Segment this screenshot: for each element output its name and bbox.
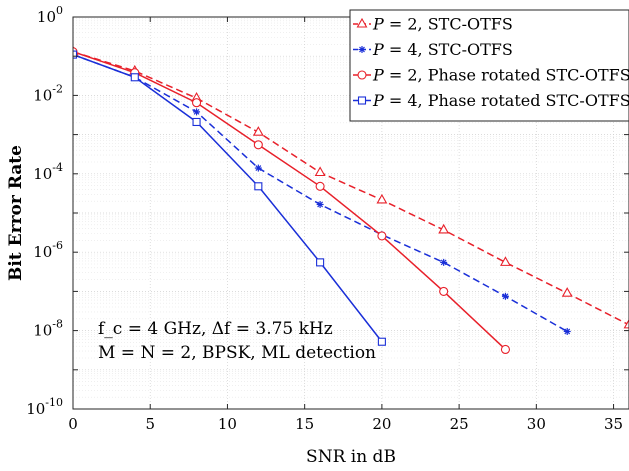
- marker-stroke: [193, 108, 200, 115]
- marker-stroke: [564, 328, 571, 335]
- x-tick-label: 30: [527, 415, 546, 433]
- series-line-4: [73, 53, 383, 343]
- x-tick-label: 25: [450, 415, 469, 433]
- legend-box: [349, 9, 629, 122]
- plot-area: [73, 45, 629, 355]
- annotation: f_c = 4 GHz, Δf = 3.75 kHz M = N = 2, BP…: [98, 319, 376, 363]
- legend-item-2: P = 4, STC-OTFS: [353, 40, 513, 59]
- data-point: [500, 256, 511, 266]
- data-point: [501, 292, 509, 300]
- legend-marker: [357, 70, 367, 80]
- data-point: [314, 166, 326, 177]
- data-point: [254, 182, 263, 191]
- data-point: [73, 50, 78, 59]
- data-point: [316, 200, 324, 208]
- legend-item-3: P = 2, Phase rotated STC-OTFS: [353, 66, 629, 85]
- x-axis-label: SNR in dB: [306, 447, 396, 467]
- data-point: [130, 73, 139, 82]
- data-point: [254, 164, 262, 172]
- series-line-3: [73, 51, 506, 351]
- legend-label: P = 4, STC-OTFS: [372, 40, 513, 59]
- marker-stroke: [440, 259, 447, 266]
- data-point: [563, 327, 571, 335]
- legend-label: P = 2, Phase rotated STC-OTFS: [372, 66, 629, 85]
- series-4: [73, 50, 386, 346]
- tick-labels: 0 5 10 15 20 25 30 35 100 10-2 10-4 10-6 10-8 10-10: [26, 4, 623, 433]
- y-tick-label: 10-10: [26, 396, 63, 418]
- annotation-line-1: f_c = 4 GHz, Δf = 3.75 kHz: [98, 319, 333, 339]
- data-point: [438, 223, 450, 234]
- legend-item-1: P = 2, STC-OTFS: [353, 15, 513, 34]
- legend-label: P = 4, Phase rotated STC-OTFS: [372, 91, 629, 110]
- data-point: [439, 286, 449, 296]
- legend-marker: [356, 17, 368, 28]
- data-point: [376, 193, 388, 204]
- marker-stroke: [317, 201, 324, 208]
- annotation-line-2: M = N = 2, BPSK, ML detection: [98, 343, 376, 363]
- x-tick-label: 10: [218, 415, 237, 433]
- data-point: [193, 108, 201, 116]
- data-point: [252, 126, 264, 136]
- data-point: [253, 140, 263, 150]
- data-point: [500, 344, 510, 355]
- marker-stroke: [255, 165, 262, 171]
- data-point: [440, 258, 448, 266]
- x-tick-label: 0: [68, 415, 78, 433]
- x-tick-label: 20: [372, 415, 391, 433]
- legend-label: P = 2, STC-OTFS: [372, 15, 513, 34]
- data-point: [623, 318, 629, 329]
- series-line-1: [73, 51, 629, 326]
- data-point: [192, 98, 202, 108]
- legend: P = 2, STC-OTFS P = 4, STC-OTFS P = 2, Pha…: [349, 9, 629, 122]
- legend-marker: [357, 96, 367, 105]
- data-point: [192, 117, 201, 127]
- x-tick-label: 35: [604, 415, 623, 433]
- legend-item-4: P = 4, Phase rotated STC-OTFS: [353, 91, 629, 110]
- y-tick-label: 100: [37, 4, 63, 26]
- y-tick-label: 10-4: [33, 161, 63, 183]
- x-tick-label: 15: [295, 415, 314, 433]
- x-tick-label: 5: [145, 415, 155, 433]
- legend-marker: [358, 46, 366, 53]
- data-point: [561, 287, 573, 297]
- y-tick-label: 10-2: [33, 82, 63, 104]
- y-tick-label: 10-6: [33, 239, 63, 261]
- data-point: [315, 181, 325, 191]
- series-1: [73, 45, 629, 329]
- y-axis-label: Bit Error Rate: [6, 145, 26, 281]
- y-tick-label: 10-8: [33, 318, 63, 340]
- marker-stroke: [502, 293, 509, 300]
- data-point: [377, 231, 387, 241]
- marker-stroke: [359, 46, 365, 53]
- data-point: [377, 337, 386, 346]
- data-point: [316, 258, 325, 267]
